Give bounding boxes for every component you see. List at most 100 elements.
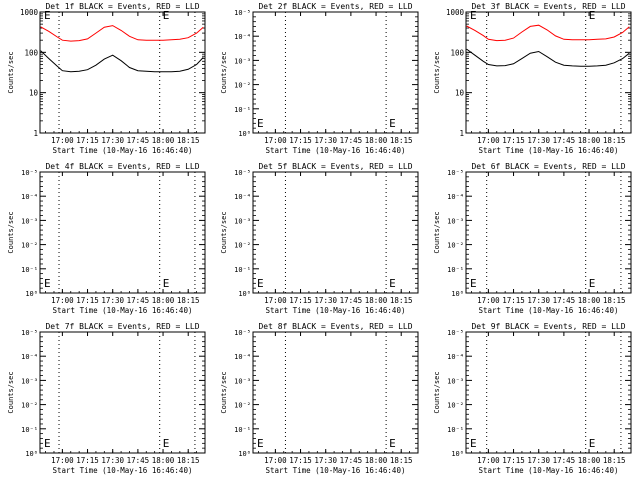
x-tick-label: 17:00 bbox=[51, 296, 74, 305]
x-tick-label: 18:15 bbox=[177, 136, 200, 145]
plot-frame bbox=[252, 11, 419, 134]
y-tick-label: 1 bbox=[33, 129, 38, 138]
y-tick-label: 10⁻² bbox=[447, 402, 464, 410]
plot-frame bbox=[39, 11, 206, 134]
y-tick-label: 10⁰ bbox=[238, 450, 251, 458]
x-tick-label: 17:15 bbox=[289, 296, 312, 305]
x-tick-label: 18:00 bbox=[365, 296, 388, 305]
y-tick-label: 10⁻³ bbox=[21, 377, 38, 385]
y-tick-label: 10⁻⁵ bbox=[234, 169, 251, 177]
y-axis-label: Counts/sec bbox=[433, 211, 441, 253]
x-tick-label: 17:45 bbox=[340, 136, 363, 145]
x-tick-label: 18:15 bbox=[390, 456, 413, 465]
x-tick-label: 17:00 bbox=[477, 296, 500, 305]
x-tick-label: 18:15 bbox=[390, 136, 413, 145]
x-axis-label: Start Time (10-May-16 16:46:40) bbox=[266, 306, 406, 315]
y-axis-label: Counts/sec bbox=[220, 211, 228, 253]
x-tick-label: 18:00 bbox=[578, 296, 601, 305]
x-tick-label: 18:15 bbox=[177, 296, 200, 305]
y-tick-label: 10⁻³ bbox=[234, 217, 251, 225]
x-tick-label: 17:45 bbox=[127, 456, 150, 465]
y-axis-label: Counts/sec bbox=[433, 51, 441, 93]
event-marker: E bbox=[470, 277, 477, 290]
series-line-lld bbox=[40, 25, 204, 42]
y-tick-label: 10⁻⁵ bbox=[21, 329, 38, 337]
x-axis-label: Start Time (10-May-16 16:46:40) bbox=[479, 466, 619, 475]
x-tick-label: 17:15 bbox=[289, 136, 312, 145]
x-tick-label: 17:45 bbox=[553, 136, 576, 145]
y-tick-label: 10⁻¹ bbox=[234, 426, 251, 434]
chart-title: Det 8f BLACK = Events, RED = LLD bbox=[258, 322, 412, 331]
y-tick-label: 10⁻³ bbox=[21, 217, 38, 225]
x-tick-label: 17:45 bbox=[553, 296, 576, 305]
y-tick-label: 1 bbox=[459, 129, 464, 138]
series-line-events bbox=[40, 50, 204, 73]
plot-frame bbox=[465, 11, 632, 134]
x-tick-label: 17:00 bbox=[264, 296, 287, 305]
x-axis-label: Start Time (10-May-16 16:46:40) bbox=[479, 306, 619, 315]
x-tick-label: 17:00 bbox=[264, 456, 287, 465]
x-tick-label: 17:15 bbox=[502, 296, 525, 305]
y-tick-label: 10⁻¹ bbox=[447, 426, 464, 434]
y-tick-label: 10⁰ bbox=[451, 450, 464, 458]
x-tick-label: 17:00 bbox=[51, 136, 74, 145]
y-tick-label: 100 bbox=[450, 48, 464, 57]
chart-title: Det 4f BLACK = Events, RED = LLD bbox=[45, 162, 199, 171]
x-tick-label: 17:30 bbox=[314, 456, 337, 465]
y-tick-label: 10⁻⁵ bbox=[234, 9, 251, 17]
y-tick-label: 10⁰ bbox=[25, 450, 38, 458]
y-tick-label: 10⁻⁴ bbox=[447, 193, 464, 201]
x-tick-label: 17:45 bbox=[127, 136, 150, 145]
plot-frame bbox=[465, 171, 632, 294]
chart-title: Det 3f BLACK = Events, RED = LLD bbox=[471, 2, 625, 11]
event-marker: E bbox=[257, 437, 264, 450]
y-tick-label: 10 bbox=[29, 89, 39, 98]
y-tick-label: 10⁻² bbox=[21, 402, 38, 410]
y-tick-label: 10⁻² bbox=[21, 242, 38, 250]
y-tick-label: 10⁻¹ bbox=[234, 106, 251, 114]
y-tick-label: 10⁻⁴ bbox=[234, 33, 251, 41]
chart-title: Det 5f BLACK = Events, RED = LLD bbox=[258, 162, 412, 171]
y-axis-label: Counts/sec bbox=[220, 371, 228, 413]
x-tick-label: 18:15 bbox=[603, 136, 626, 145]
plot-frame bbox=[39, 171, 206, 294]
y-tick-label: 10⁻² bbox=[234, 82, 251, 90]
x-tick-label: 17:30 bbox=[527, 296, 550, 305]
y-tick-label: 10⁻⁵ bbox=[234, 329, 251, 337]
x-tick-label: 17:30 bbox=[101, 456, 124, 465]
x-tick-label: 17:30 bbox=[527, 136, 550, 145]
x-tick-label: 17:30 bbox=[527, 456, 550, 465]
x-tick-label: 18:00 bbox=[365, 456, 388, 465]
x-tick-label: 18:00 bbox=[152, 296, 175, 305]
x-tick-label: 17:15 bbox=[289, 456, 312, 465]
y-tick-label: 10⁻⁵ bbox=[21, 169, 38, 177]
y-tick-label: 10⁻³ bbox=[447, 377, 464, 385]
x-tick-label: 17:45 bbox=[127, 296, 150, 305]
event-marker: E bbox=[163, 277, 170, 290]
x-tick-label: 17:30 bbox=[101, 296, 124, 305]
chart-title: Det 6f BLACK = Events, RED = LLD bbox=[471, 162, 625, 171]
y-tick-label: 10⁻⁵ bbox=[447, 329, 464, 337]
y-tick-label: 10⁻³ bbox=[234, 57, 251, 65]
series-line-events bbox=[466, 48, 630, 67]
x-tick-label: 17:45 bbox=[340, 296, 363, 305]
x-tick-label: 17:15 bbox=[76, 136, 99, 145]
plot-frame bbox=[252, 171, 419, 294]
x-axis-label: Start Time (10-May-16 16:46:40) bbox=[53, 466, 193, 475]
y-tick-label: 10⁻⁴ bbox=[234, 353, 251, 361]
x-tick-label: 17:15 bbox=[76, 296, 99, 305]
chart-title: Det 1f BLACK = Events, RED = LLD bbox=[45, 2, 199, 11]
event-marker: E bbox=[163, 437, 170, 450]
chart-title: Det 2f BLACK = Events, RED = LLD bbox=[258, 2, 412, 11]
event-marker: E bbox=[389, 117, 396, 130]
plot-frame bbox=[465, 331, 632, 454]
y-tick-label: 10⁰ bbox=[25, 290, 38, 298]
y-tick-label: 1000 bbox=[446, 8, 465, 17]
y-tick-label: 10⁻⁴ bbox=[234, 193, 251, 201]
